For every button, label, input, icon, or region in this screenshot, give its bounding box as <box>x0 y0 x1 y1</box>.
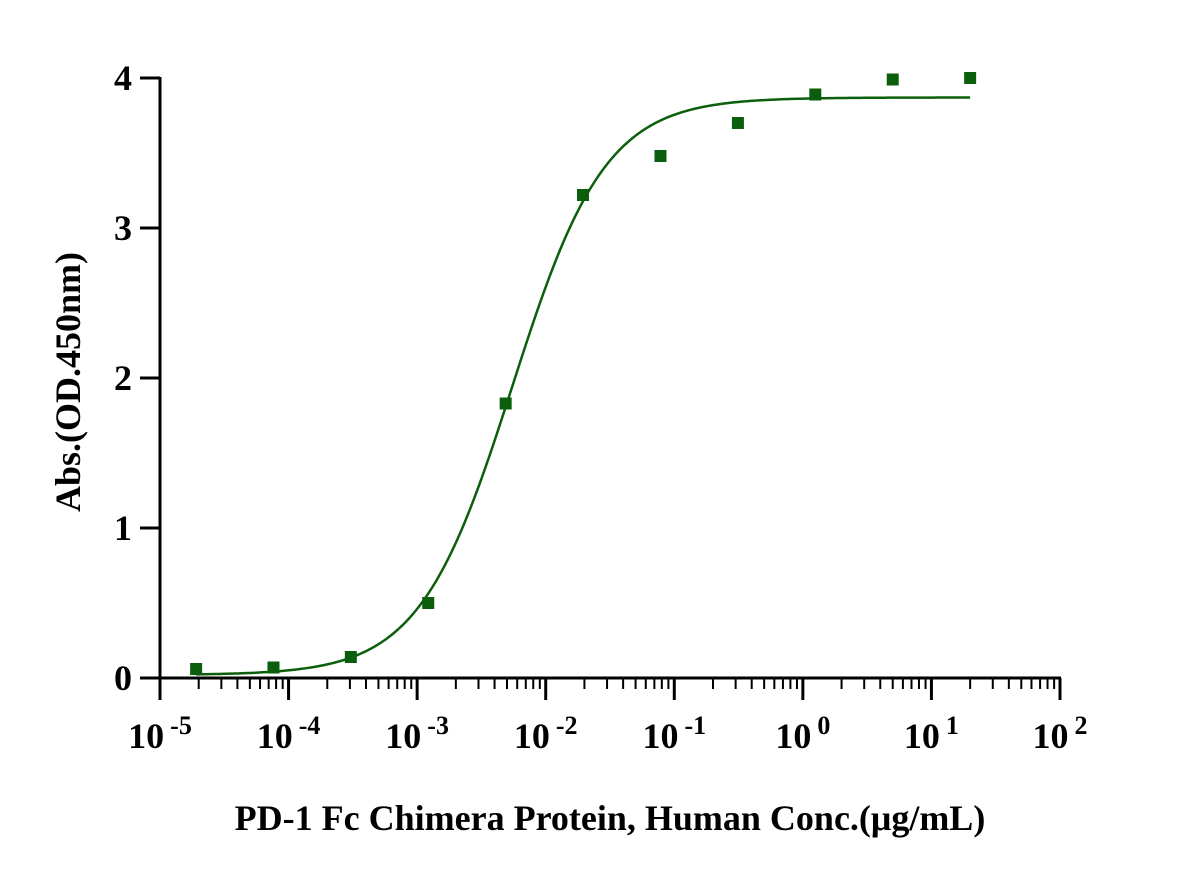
x-tick-label-0: 10 -5 <box>128 711 192 756</box>
data-point <box>422 597 435 609</box>
data-points-layer <box>190 72 977 675</box>
data-point <box>964 72 977 84</box>
data-point <box>577 189 590 201</box>
axes <box>140 76 1062 700</box>
y-tick-label-2: 2 <box>114 358 132 398</box>
tick-labels-layer: 0 1 2 3 4 10 -5 10 -4 10 -3 10 -2 10 -1 10 0 10 1 10 2 <box>114 58 1088 756</box>
y-tick-label-4: 4 <box>114 58 132 98</box>
data-point <box>344 651 357 663</box>
x-tick-label-1: 10 -4 <box>257 711 321 756</box>
data-point <box>809 88 822 101</box>
y-tick-label-1: 1 <box>114 508 132 548</box>
fit-curve <box>196 96 971 676</box>
fit-curve-layer <box>196 96 971 676</box>
y-axis-title: Abs.(OD.450nm) <box>48 252 88 512</box>
x-tick-label-6: 10 1 <box>904 711 959 756</box>
x-tick-label-3: 10 -2 <box>514 711 578 756</box>
data-point <box>267 661 280 674</box>
x-tick-label-4: 10 -1 <box>642 711 706 756</box>
data-point <box>886 73 899 86</box>
x-axis-title: PD-1 Fc Chimera Protein, Human Conc.(μg/… <box>235 798 986 838</box>
data-point <box>731 117 744 129</box>
y-tick-label-3: 3 <box>114 208 132 248</box>
x-tick-label-5: 10 0 <box>775 711 830 756</box>
data-point <box>654 150 667 162</box>
x-tick-label-7: 10 2 <box>1033 711 1088 756</box>
data-point <box>190 663 203 675</box>
y-tick-label-0: 0 <box>114 658 132 698</box>
data-point <box>499 397 512 410</box>
x-tick-label-2: 10 -3 <box>385 711 449 756</box>
